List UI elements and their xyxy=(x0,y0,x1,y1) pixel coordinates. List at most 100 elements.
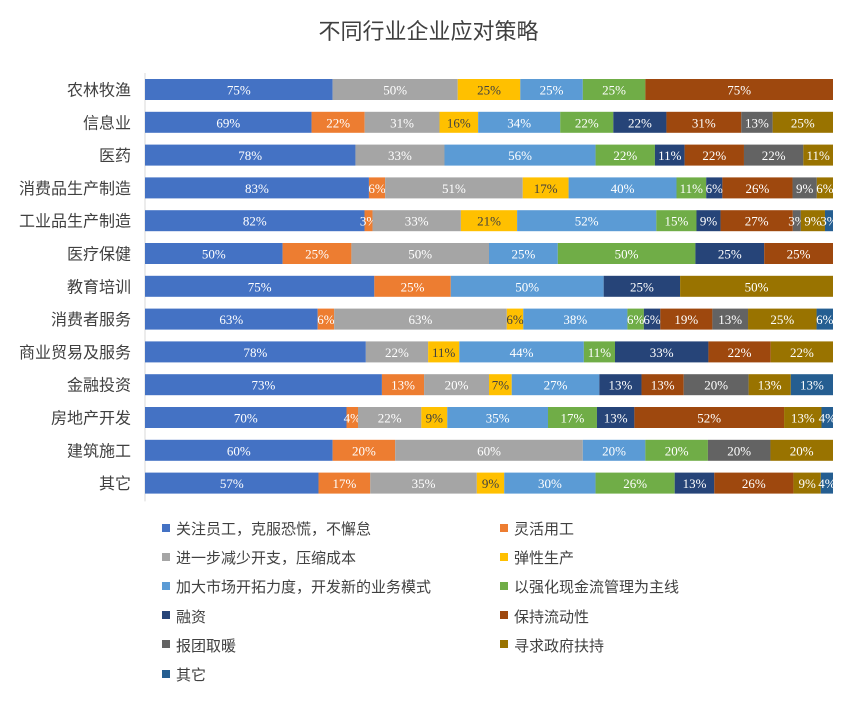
bar-segment xyxy=(145,439,333,461)
data-label: 11% xyxy=(658,148,682,163)
legend-item: 保持流动性 xyxy=(500,606,589,627)
data-label: 17% xyxy=(534,181,558,196)
data-label: 75% xyxy=(248,279,272,294)
data-label: 20% xyxy=(704,378,728,393)
bar-segment xyxy=(793,472,821,494)
data-label: 6% xyxy=(816,312,834,327)
legend-swatch xyxy=(162,640,170,649)
legend-swatch xyxy=(500,552,508,561)
data-label: 13% xyxy=(609,378,633,393)
bar-segment xyxy=(358,407,422,428)
category-label: 医疗保健 xyxy=(67,245,131,264)
bar-segment xyxy=(645,79,833,100)
bar-segment xyxy=(385,177,523,199)
legend-swatch xyxy=(500,523,508,532)
bar-segment xyxy=(634,407,785,428)
bar-segment xyxy=(511,374,600,396)
bar-segment xyxy=(583,341,615,363)
bar-segment xyxy=(421,407,448,428)
category-label: 消费者服务 xyxy=(51,310,131,329)
data-label: 50% xyxy=(202,247,226,262)
bar-segment xyxy=(683,374,749,396)
data-label: 22% xyxy=(326,115,350,130)
data-label: 22% xyxy=(613,148,637,163)
category-label: 教育培训 xyxy=(67,277,131,296)
bar-segment xyxy=(522,177,569,199)
bar-segment xyxy=(318,472,371,494)
data-label: 13% xyxy=(758,378,782,393)
legend-item: 弹性生产 xyxy=(500,547,574,568)
category-label: 金融投资 xyxy=(67,376,131,395)
bar-segment xyxy=(568,177,677,199)
data-label: 25% xyxy=(540,83,564,98)
data-label: 13% xyxy=(791,411,815,426)
data-label: 22% xyxy=(790,345,814,360)
stacked-bar-chart: 农林牧渔 75% 50% 25% 25% 25% 75% 信息业 69% 22% 31% 16% 34%… xyxy=(18,73,838,502)
data-label: 35% xyxy=(486,411,510,426)
legend-swatch xyxy=(500,581,508,590)
data-label: 22% xyxy=(385,345,409,360)
bar-segment xyxy=(460,210,518,232)
bar-segment xyxy=(557,243,696,264)
bar-segment xyxy=(145,111,312,133)
data-label: 6% xyxy=(643,312,661,327)
bar-segment xyxy=(355,144,445,166)
data-label: 20% xyxy=(445,378,469,393)
bar-segment xyxy=(560,111,614,133)
data-label: 11% xyxy=(806,148,830,163)
data-label: 13% xyxy=(391,378,415,393)
bar-segment xyxy=(370,472,477,494)
bar-segment xyxy=(770,341,833,363)
bar-segment xyxy=(816,177,833,199)
data-label: 50% xyxy=(615,247,639,262)
bar-segment xyxy=(368,177,386,199)
data-label: 69% xyxy=(216,115,240,130)
data-label: 25% xyxy=(305,247,329,262)
bar-segment xyxy=(654,144,685,166)
category-label: 消费品生产制造 xyxy=(19,179,131,198)
data-label: 75% xyxy=(227,83,251,98)
data-label: 60% xyxy=(477,443,501,458)
data-label: 27% xyxy=(544,378,568,393)
legend-swatch xyxy=(162,669,170,678)
category-label: 工业品生产制造 xyxy=(19,212,131,231)
bar-segment xyxy=(364,210,373,232)
bar-segment xyxy=(476,472,505,494)
data-label: 11% xyxy=(588,345,612,360)
data-label: 25% xyxy=(477,83,501,98)
data-label: 57% xyxy=(220,476,244,491)
data-label: 13% xyxy=(604,411,628,426)
bar-segment xyxy=(770,439,833,461)
data-label: 3% xyxy=(820,214,838,229)
legend-swatch xyxy=(500,611,508,620)
data-label: 78% xyxy=(238,148,262,163)
legend-swatch xyxy=(162,611,170,620)
data-label: 25% xyxy=(770,312,794,327)
data-label: 40% xyxy=(611,181,635,196)
bar-segment xyxy=(627,308,644,330)
bar-segment xyxy=(450,275,604,297)
bar-segment xyxy=(444,144,596,166)
data-label: 50% xyxy=(745,279,769,294)
legend-swatch xyxy=(162,552,170,561)
data-label: 9% xyxy=(426,411,444,426)
bar-segment xyxy=(364,111,440,133)
legend-label: 关注员工，克服恐慌，不懈怠 xyxy=(176,520,372,538)
bar-segment xyxy=(676,177,707,199)
bar-segment xyxy=(145,275,375,297)
bar-segment xyxy=(459,341,584,363)
data-label: 6% xyxy=(368,181,386,196)
bar-segment xyxy=(374,275,451,297)
data-label: 15% xyxy=(664,214,688,229)
bar-segment xyxy=(708,341,771,363)
bar-segment xyxy=(582,79,646,100)
bar-segment xyxy=(282,243,352,264)
bar-segment xyxy=(603,275,681,297)
category-label: 建筑施工 xyxy=(67,441,131,460)
category-label: 医药 xyxy=(99,146,131,165)
bar-segment xyxy=(680,275,833,297)
data-label: 13% xyxy=(651,378,675,393)
bar-segment xyxy=(145,374,382,396)
bar-segment xyxy=(489,243,558,264)
data-label: 9% xyxy=(482,476,500,491)
